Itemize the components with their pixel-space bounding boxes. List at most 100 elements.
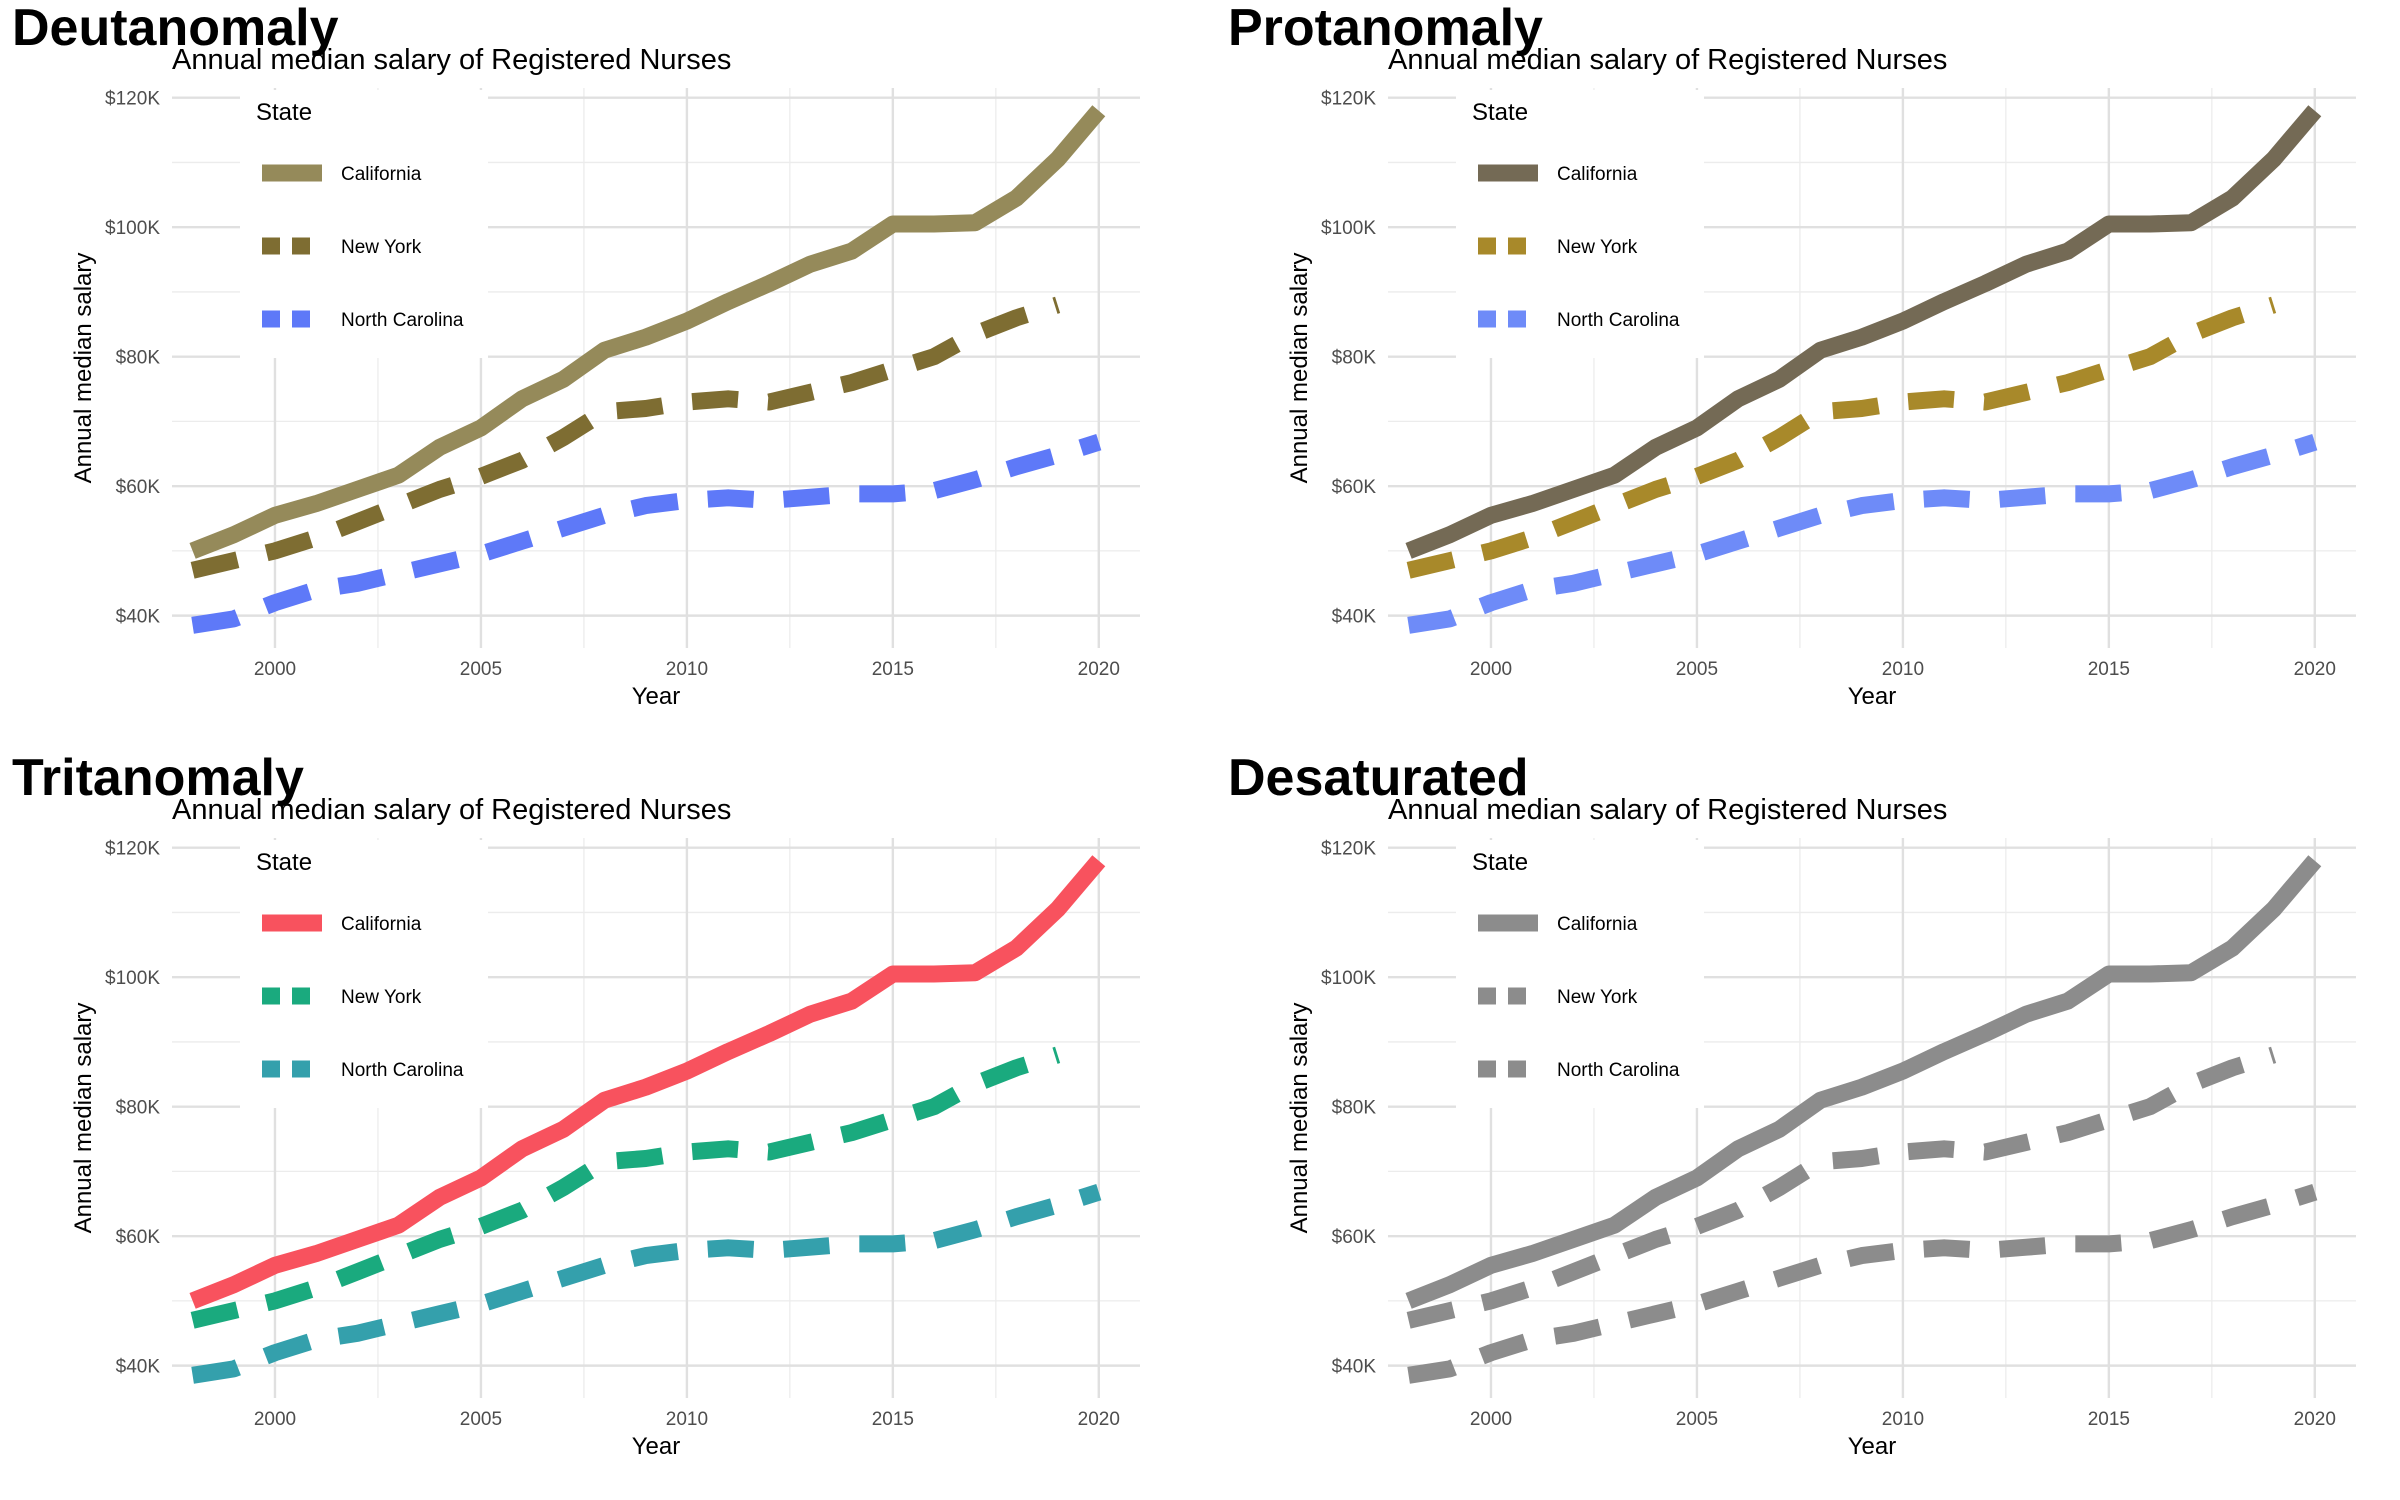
x-tick-label: 2000 xyxy=(254,659,296,680)
series-line-california xyxy=(1405,855,2322,1309)
legend-label-california: California xyxy=(341,164,422,185)
legend-label-california: California xyxy=(341,914,422,935)
x-tick-label: 2005 xyxy=(460,1409,502,1430)
x-tick-label: 2010 xyxy=(666,659,708,680)
x-tick-label: 2010 xyxy=(1882,1409,1924,1430)
y-axis-title: Annual median salary xyxy=(70,1003,97,1234)
legend-background xyxy=(240,90,488,358)
y-tick-label: $80K xyxy=(1332,348,1377,369)
y-tick-label: $80K xyxy=(116,1098,161,1119)
y-tick-label: $80K xyxy=(1332,1098,1377,1119)
legend: State California New York North Carolina xyxy=(1456,840,1704,1108)
chart-panel-protanomaly: Protanomaly Annual median salary of Regi… xyxy=(1216,0,2400,750)
x-tick-label: 2000 xyxy=(1470,1409,1512,1430)
panel-subtitle: Annual median salary of Registered Nurse… xyxy=(1388,44,1948,76)
legend-title: State xyxy=(1472,99,1528,126)
y-tick-label: $60K xyxy=(116,477,161,498)
x-tick-label: 2005 xyxy=(1676,659,1718,680)
y-axis-title: Annual median salary xyxy=(1286,253,1313,484)
chart-panel-tritanomaly: Tritanomaly Annual median salary of Regi… xyxy=(0,749,1200,1500)
legend-title: State xyxy=(1472,849,1528,876)
x-tick-label: 2015 xyxy=(2088,659,2130,680)
legend-label-north-carolina: North Carolina xyxy=(341,310,464,331)
x-tick-label: 2000 xyxy=(1470,659,1512,680)
legend-label-new-york: New York xyxy=(341,237,422,258)
panel-title: Desaturated xyxy=(1228,749,1529,807)
panel-subtitle: Annual median salary of Registered Nurse… xyxy=(1388,794,1948,826)
y-tick-label: $60K xyxy=(116,1227,161,1248)
x-axis-title: Year xyxy=(1848,1433,1897,1460)
y-tick-label: $40K xyxy=(116,607,161,628)
legend-label-california: California xyxy=(1557,914,1638,935)
legend-label-north-carolina: North Carolina xyxy=(341,1060,464,1081)
x-tick-label: 2020 xyxy=(2294,1409,2336,1430)
y-tick-label: $60K xyxy=(1332,477,1377,498)
line-chart-svg: 2000 2005 2010 2015 2020 $40K $60K $80K $100K $12… xyxy=(70,838,1140,1460)
y-tick-label: $100K xyxy=(105,218,160,239)
panel-title: Protanomaly xyxy=(1228,0,1543,57)
y-axis-title: Annual median salary xyxy=(1286,1003,1313,1234)
y-tick-label: $60K xyxy=(1332,1227,1377,1248)
series-line-new-york xyxy=(1406,296,2277,579)
line-chart-svg: 2000 2005 2010 2015 2020 $40K $60K $80K $100K $12… xyxy=(70,88,1140,710)
y-tick-label: $100K xyxy=(1321,968,1376,989)
x-axis-title: Year xyxy=(1848,683,1897,710)
y-tick-label: $40K xyxy=(116,1357,161,1378)
y-tick-label: $120K xyxy=(105,839,160,860)
y-tick-label: $80K xyxy=(116,348,161,369)
y-axis-title: Annual median salary xyxy=(70,253,97,484)
x-tick-label: 2005 xyxy=(460,659,502,680)
legend-title: State xyxy=(256,99,312,126)
x-tick-label: 2020 xyxy=(2294,659,2336,680)
line-chart-svg: 2000 2005 2010 2015 2020 $40K $60K $80K $100K $12… xyxy=(1286,88,2356,710)
series-line-north-carolina xyxy=(191,433,1102,634)
y-tick-label: $120K xyxy=(105,89,160,110)
x-tick-label: 2020 xyxy=(1078,659,1120,680)
y-tick-label: $40K xyxy=(1332,1357,1377,1378)
legend-background xyxy=(1456,90,1704,358)
x-tick-label: 2020 xyxy=(1078,1409,1120,1430)
legend-background xyxy=(1456,840,1704,1108)
x-tick-label: 2015 xyxy=(872,659,914,680)
legend-label-north-carolina: North Carolina xyxy=(1557,1060,1680,1081)
chart-panel-desaturated: Desaturated Annual median salary of Regi… xyxy=(1216,749,2400,1500)
series-line-new-york xyxy=(190,296,1061,579)
x-tick-label: 2000 xyxy=(254,1409,296,1430)
legend: State California New York North Carolina xyxy=(1456,90,1704,358)
chart-panel-deutanomaly: Deutanomaly Annual median salary of Regi… xyxy=(0,0,1200,750)
x-axis-title: Year xyxy=(632,1433,681,1460)
series-line-new-york xyxy=(190,1046,1061,1329)
y-tick-label: $100K xyxy=(1321,218,1376,239)
line-chart-svg: 2000 2005 2010 2015 2020 $40K $60K $80K $100K $12… xyxy=(1286,838,2356,1460)
y-tick-label: $40K xyxy=(1332,607,1377,628)
panel-title: Tritanomaly xyxy=(12,749,304,807)
series-line-california xyxy=(1405,105,2322,559)
y-tick-label: $120K xyxy=(1321,839,1376,860)
x-tick-label: 2015 xyxy=(872,1409,914,1430)
legend: State California New York North Carolina xyxy=(240,90,488,358)
series-line-california xyxy=(189,105,1106,559)
series-line-new-york xyxy=(1406,1046,2277,1329)
x-tick-label: 2010 xyxy=(1882,659,1924,680)
legend-title: State xyxy=(256,849,312,876)
y-tick-label: $120K xyxy=(1321,89,1376,110)
legend-label-new-york: New York xyxy=(1557,237,1638,258)
x-axis-title: Year xyxy=(632,683,681,710)
panel-subtitle: Annual median salary of Registered Nurse… xyxy=(172,44,732,76)
panel-subtitle: Annual median salary of Registered Nurse… xyxy=(172,794,732,826)
series-line-north-carolina xyxy=(1407,1183,2318,1384)
y-tick-label: $100K xyxy=(105,968,160,989)
x-tick-label: 2010 xyxy=(666,1409,708,1430)
legend-label-new-york: New York xyxy=(1557,987,1638,1008)
series-line-north-carolina xyxy=(191,1183,1102,1384)
legend-background xyxy=(240,840,488,1108)
x-tick-label: 2005 xyxy=(1676,1409,1718,1430)
legend-label-california: California xyxy=(1557,164,1638,185)
series-line-north-carolina xyxy=(1407,433,2318,634)
legend-label-new-york: New York xyxy=(341,987,422,1008)
legend: State California New York North Carolina xyxy=(240,840,488,1108)
panel-title: Deutanomaly xyxy=(12,0,339,57)
legend-label-north-carolina: North Carolina xyxy=(1557,310,1680,331)
x-tick-label: 2015 xyxy=(2088,1409,2130,1430)
series-line-california xyxy=(189,855,1106,1309)
